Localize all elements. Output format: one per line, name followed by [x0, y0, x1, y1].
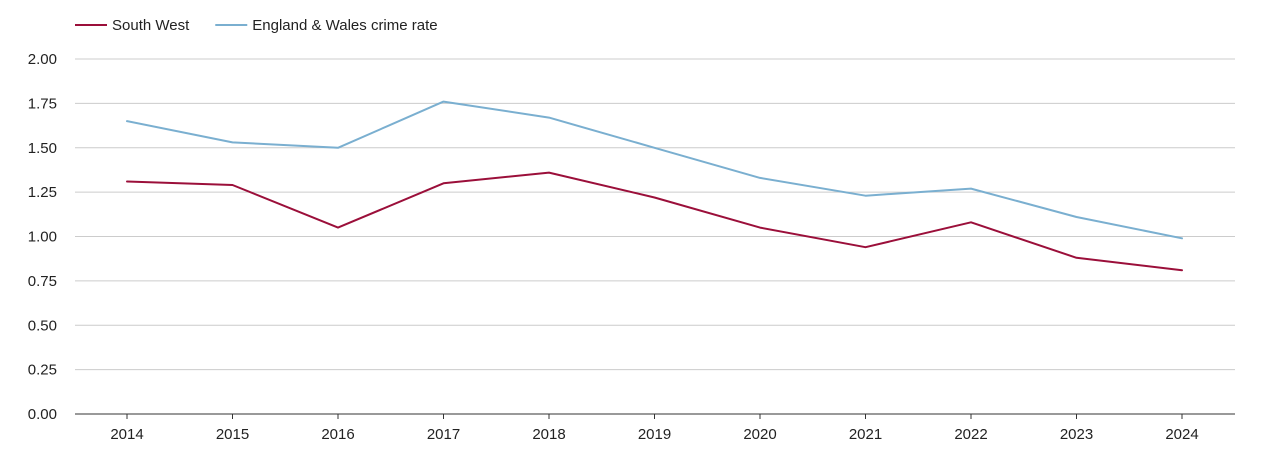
x-tick-label: 2023: [1060, 426, 1093, 443]
series-line-south-west: [126, 171, 1183, 272]
chart-legend: South West England & Wales crime rate: [75, 17, 438, 34]
legend-item[interactable]: England & Wales crime rate: [215, 17, 438, 34]
y-tick-label: 1.25: [28, 184, 57, 201]
legend-label: South West: [112, 17, 190, 34]
legend-label: England & Wales crime rate: [252, 17, 437, 34]
x-tick-label: 2021: [849, 426, 882, 443]
x-tick-label: 2022: [954, 426, 987, 443]
x-tick-label: 2014: [110, 426, 143, 443]
y-tick-label: 0.00: [28, 406, 57, 423]
x-tick-label: 2015: [216, 426, 249, 443]
x-tick-label: 2018: [532, 426, 565, 443]
series-line-england-wales-crime-rate: [126, 100, 1183, 240]
y-tick-label: 0.25: [28, 362, 57, 379]
y-tick-label: 1.50: [28, 140, 57, 157]
y-tick-label: 1.00: [28, 229, 57, 246]
y-axis: 0.00 0.25 0.50 0.75 1.00 1.25 1.50 1.75 2.00: [28, 51, 57, 423]
x-tick-label: 2017: [427, 426, 460, 443]
y-gridlines: [75, 58, 1235, 371]
y-tick-label: 0.50: [28, 317, 57, 334]
x-tick-label: 2020: [743, 426, 776, 443]
x-tick-label: 2016: [321, 426, 354, 443]
x-axis: 2014 2015 2016 2017 2018 2019 2020 2021 2022 2023…: [75, 413, 1235, 443]
series-lines: [126, 100, 1183, 272]
x-tick-label: 2019: [638, 426, 671, 443]
legend-item[interactable]: South West: [75, 17, 190, 34]
y-tick-label: 0.75: [28, 273, 57, 290]
y-tick-label: 1.75: [28, 95, 57, 112]
y-tick-label: 2.00: [28, 51, 57, 68]
x-tick-label: 2024: [1165, 426, 1198, 443]
